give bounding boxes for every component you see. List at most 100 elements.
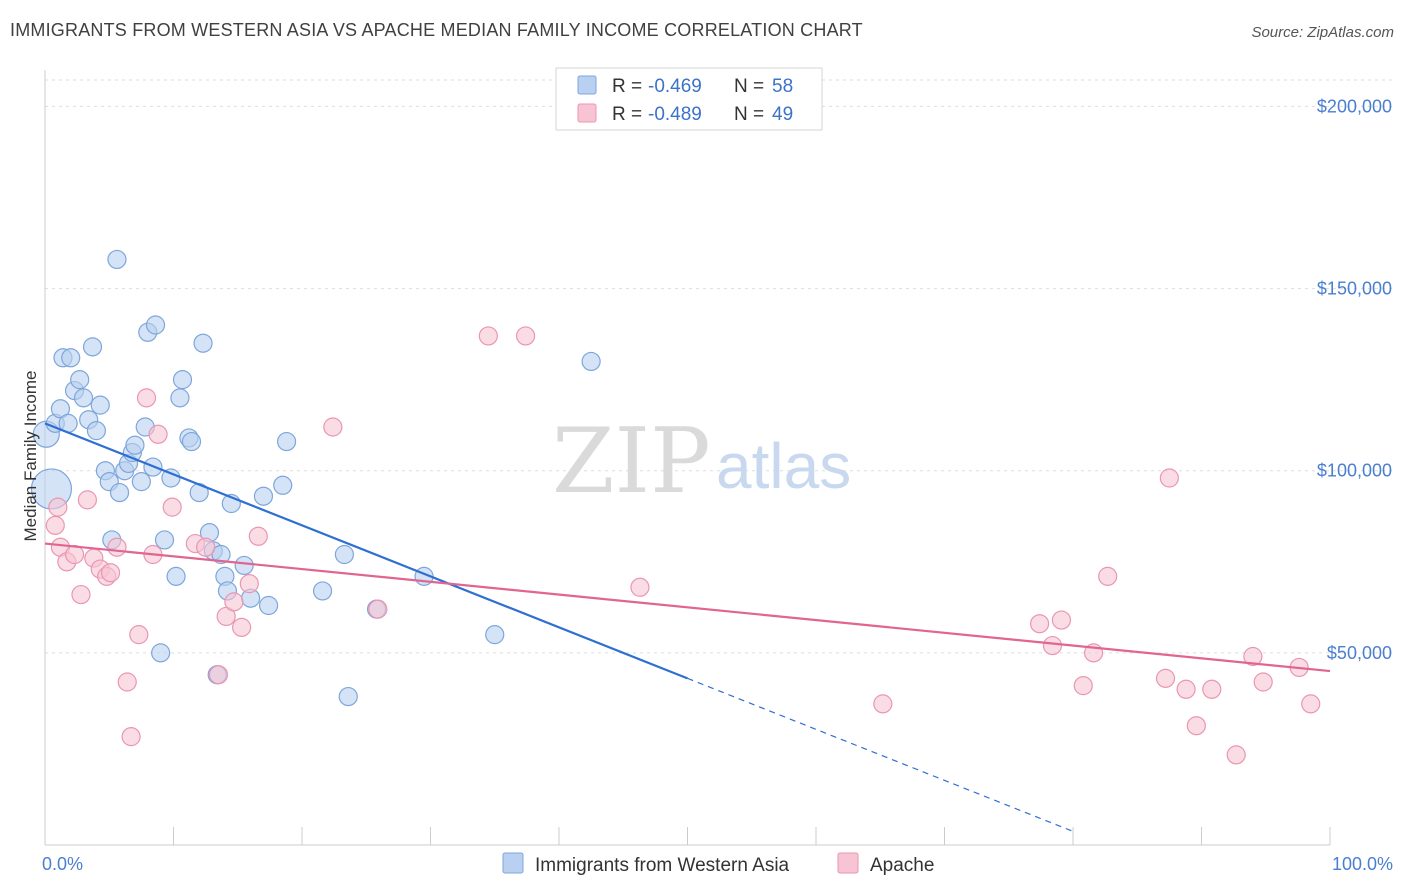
legend-n-label: N = — [734, 104, 764, 125]
point-western-asia — [170, 388, 190, 408]
bottom-legend-label-western-asia: Immigrants from Western Asia — [535, 855, 790, 876]
legend-swatch-blue — [577, 75, 597, 95]
point-apache — [129, 625, 149, 645]
point-apache — [71, 584, 91, 605]
source-credit: Source: ZipAtlas.com — [1251, 24, 1394, 41]
point-apache — [873, 694, 893, 714]
legend-n-value: 49 — [772, 104, 793, 125]
watermark-atlas: atlas — [716, 430, 851, 502]
bottom-legend-label-apache: Apache — [870, 855, 934, 876]
point-western-asia — [86, 421, 107, 441]
point-western-asia — [107, 249, 127, 270]
point-apache — [121, 727, 141, 747]
point-apache — [1226, 745, 1246, 765]
point-apache — [1253, 672, 1273, 692]
point-western-asia — [131, 472, 151, 492]
x-tick-label: 0.0% — [42, 854, 83, 874]
watermark: ZIP atlas — [552, 409, 851, 514]
bottom-legend: Immigrants from Western Asia Apache — [502, 852, 934, 876]
axes — [44, 70, 1331, 846]
point-western-asia — [172, 370, 193, 390]
point-western-asia — [166, 566, 186, 586]
legend-frame — [555, 67, 823, 131]
point-western-asia — [234, 555, 254, 576]
trend-lines — [44, 422, 1331, 832]
point-apache — [148, 424, 168, 444]
y-tick-label: $200,000 — [1317, 96, 1392, 116]
y-tick-label: $50,000 — [1327, 643, 1392, 663]
point-apache — [196, 537, 216, 557]
x-tick-label: 100.0% — [1332, 854, 1393, 874]
point-western-asia — [258, 595, 279, 616]
trend-line-western-asia — [44, 422, 688, 680]
point-apache — [208, 665, 229, 685]
point-apache — [1098, 566, 1118, 586]
legend-box: R = -0.469 N = 58 R = -0.489 N = 49 — [555, 67, 823, 131]
point-apache — [478, 326, 498, 346]
legend-swatch-pink — [577, 103, 597, 123]
point-apache — [1073, 676, 1093, 696]
point-apache — [1029, 614, 1050, 634]
scatter-points — [30, 249, 1321, 765]
point-apache — [77, 490, 98, 510]
point-apache — [117, 672, 137, 692]
point-apache — [248, 526, 268, 546]
y-axis-label: Median Family Income — [21, 370, 40, 541]
point-apache — [1159, 468, 1179, 488]
watermark-zip: ZIP — [552, 409, 711, 514]
legend-n-value: 58 — [772, 76, 793, 97]
legend-r-label: R = — [612, 76, 642, 97]
point-western-asia — [193, 333, 213, 353]
point-apache — [224, 592, 244, 612]
y-tick-label: $150,000 — [1317, 279, 1392, 299]
legend-n-label: N = — [734, 76, 764, 97]
chart-title: IMMIGRANTS FROM WESTERN ASIA VS APACHE M… — [10, 20, 863, 40]
point-western-asia — [276, 431, 297, 452]
point-western-asia — [125, 435, 145, 455]
point-western-asia — [90, 395, 110, 415]
point-apache — [1176, 679, 1196, 699]
point-apache — [368, 599, 388, 619]
point-apache — [107, 537, 127, 557]
point-apache — [1301, 694, 1321, 714]
point-western-asia — [485, 625, 505, 645]
point-apache — [1202, 679, 1222, 699]
point-western-asia — [151, 643, 171, 663]
point-western-asia — [181, 431, 202, 452]
bottom-legend-swatch-pink — [837, 852, 859, 874]
legend-r-value: -0.469 — [648, 76, 702, 97]
point-western-asia — [154, 530, 175, 550]
point-western-asia — [273, 475, 293, 495]
point-apache — [1042, 635, 1063, 656]
y-tick-label: $100,000 — [1317, 461, 1392, 481]
point-apache — [1155, 668, 1176, 688]
point-western-asia — [312, 581, 333, 601]
point-western-asia — [70, 370, 90, 390]
point-apache — [1051, 610, 1072, 630]
point-apache — [323, 417, 343, 437]
point-apache — [100, 563, 121, 583]
point-western-asia — [82, 337, 103, 357]
y-tick-labels: $50,000 $100,000 $150,000 $200,000 — [1317, 96, 1392, 662]
x-tick-labels: 0.0% 100.0% — [42, 854, 1393, 874]
point-apache — [136, 388, 157, 408]
point-western-asia — [334, 544, 355, 565]
point-western-asia — [253, 486, 274, 506]
point-western-asia — [145, 315, 166, 335]
point-apache — [1243, 646, 1263, 667]
point-western-asia — [109, 482, 130, 503]
point-apache — [239, 574, 259, 594]
point-western-asia — [211, 544, 231, 565]
point-apache — [630, 577, 650, 597]
point-apache — [45, 515, 65, 535]
point-apache — [232, 617, 252, 637]
legend-r-label: R = — [612, 104, 642, 125]
legend-r-value: -0.489 — [648, 104, 702, 125]
point-western-asia — [61, 348, 81, 368]
point-western-asia — [73, 388, 94, 408]
point-apache — [515, 326, 536, 346]
trend-line-apache — [44, 542, 1331, 673]
trend-line-western-asia-extension — [687, 677, 1074, 832]
point-apache — [1186, 716, 1206, 736]
